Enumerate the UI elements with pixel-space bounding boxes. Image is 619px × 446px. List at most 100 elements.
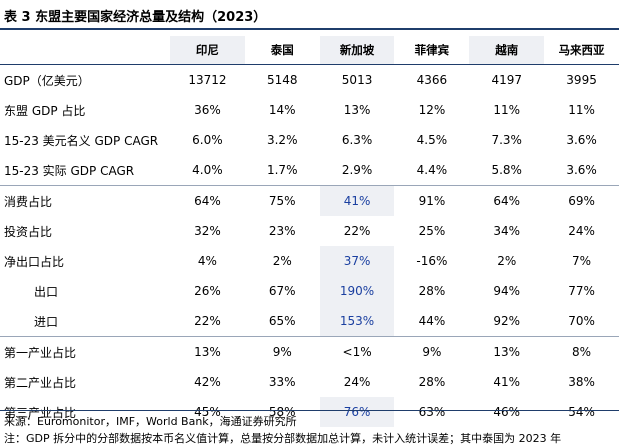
- table-cell: 23%: [268, 224, 296, 238]
- asean-economy-table: 印尼 泰国 新加坡 菲律宾 越南 马来西亚 GDP（亿美元） 13712 514…: [0, 36, 619, 427]
- table-cell: 42%: [194, 375, 221, 389]
- table-cell: 38%: [568, 375, 595, 389]
- row-label: 15-23 实际 GDP CAGR: [4, 163, 135, 178]
- table-row-tertiary-industry: 第三产业占比 45% 58% 76% 63% 46% 54%: [0, 397, 619, 427]
- table-cell: 4.0%: [192, 163, 223, 177]
- table-cell: 22%: [343, 224, 371, 238]
- table-cell: 13%: [343, 103, 371, 117]
- table-cell: 77%: [568, 284, 595, 298]
- table-cell: 13%: [469, 336, 545, 367]
- table-cell: 24%: [343, 375, 371, 389]
- table-row-asean-share: 东盟 GDP 占比 36% 14% 13% 12% 11% 11%: [0, 95, 619, 125]
- table-row-net-exports: 净出口占比 4% 2% 37% -16% 2% 7%: [0, 246, 619, 276]
- table-cell: 11%: [568, 103, 595, 117]
- table-cell: 4197: [491, 73, 522, 87]
- table-cell: 67%: [268, 284, 296, 298]
- col-header-indonesia: 印尼: [170, 36, 245, 65]
- table-cell: 26%: [194, 284, 221, 298]
- table-cell: 2.9%: [341, 163, 373, 177]
- row-label: 净出口占比: [4, 254, 65, 269]
- row-label: GDP（亿美元）: [4, 73, 90, 88]
- highlighted-cell: 37%: [319, 246, 395, 276]
- table-cell: 94%: [493, 284, 521, 298]
- header-label-cell: [0, 36, 170, 65]
- table-cell: 91%: [394, 185, 470, 216]
- table-cell: 54%: [568, 405, 595, 419]
- table-cell: 63%: [418, 405, 446, 419]
- table-row-real-cagr: 15-23 实际 GDP CAGR 4.0% 1.7% 2.9% 4.4% 5.…: [0, 155, 619, 186]
- table-cell: 75%: [244, 185, 320, 216]
- table-row-nominal-cagr: 15-23 美元名义 GDP CAGR 6.0% 3.2% 6.3% 4.5% …: [0, 125, 619, 155]
- highlighted-cell: 76%: [319, 397, 395, 427]
- table-cell: 92%: [493, 314, 521, 328]
- table-cell: 34%: [493, 224, 521, 238]
- source-note: 来源：Euromonitor，IMF，World Bank，海通证券研究所: [4, 415, 297, 428]
- col-header-malaysia: 马来西亚: [544, 36, 619, 65]
- row-label: 东盟 GDP 占比: [4, 103, 86, 118]
- table-cell: 25%: [418, 224, 446, 238]
- footnote: 注：GDP 拆分中的分部数据按本币名义值计算，总量按分部数据加总计算，未计入统计…: [4, 432, 562, 445]
- row-label: 第三产业占比: [4, 405, 77, 420]
- table-cell: 44%: [418, 314, 446, 328]
- table-row-consumption: 消费占比 64% 75% 41% 91% 64% 69%: [0, 185, 619, 216]
- col-header-philippines: 菲律宾: [394, 36, 470, 65]
- row-label: 出口: [34, 284, 59, 299]
- table-cell: 3.6%: [566, 133, 597, 147]
- table-cell: -16%: [416, 254, 448, 268]
- table-cell: <1%: [319, 336, 395, 367]
- table-cell: 4.4%: [416, 163, 448, 177]
- table-cell: 6.3%: [341, 133, 373, 147]
- table-cell: 3995: [566, 73, 597, 87]
- table-cell: 69%: [544, 185, 619, 216]
- col-header-singapore: 新加坡: [319, 36, 395, 65]
- table-row-gdp: GDP（亿美元） 13712 5148 5013 4366 4197 3995: [0, 65, 619, 96]
- table-cell: 22%: [194, 314, 221, 328]
- table-cell: 70%: [568, 314, 595, 328]
- table-cell: 5.8%: [491, 163, 522, 177]
- table-cell: 12%: [418, 103, 446, 117]
- row-label: 进口: [34, 314, 59, 329]
- table-row-exports: 出口 26% 67% 190% 28% 94% 77%: [0, 276, 619, 306]
- table-cell: 28%: [418, 284, 446, 298]
- table-cell: 45%: [194, 405, 221, 419]
- table-title: 表 3 东盟主要国家经济总量及结构（2023）: [4, 10, 267, 25]
- table-cell: 58%: [268, 405, 296, 419]
- table-row-investment: 投资占比 32% 23% 22% 25% 34% 24%: [0, 216, 619, 246]
- row-label: 投资占比: [4, 224, 53, 239]
- table-cell: 4%: [197, 254, 217, 268]
- table-cell: 3.2%: [266, 133, 298, 147]
- table-cell: 28%: [418, 375, 446, 389]
- table-row-imports: 进口 22% 65% 153% 44% 92% 70%: [0, 306, 619, 337]
- table-cell: 1.7%: [266, 163, 298, 177]
- table-cell: 64%: [170, 185, 245, 216]
- table-cell: 9%: [244, 336, 320, 367]
- table-cell: 6.0%: [192, 133, 223, 147]
- table-cell: 24%: [568, 224, 595, 238]
- bottom-rule: [0, 410, 619, 411]
- table-cell: 14%: [268, 103, 296, 117]
- header-row: 印尼 泰国 新加坡 菲律宾 越南 马来西亚: [0, 36, 619, 65]
- table-cell: 36%: [194, 103, 221, 117]
- table-cell: 65%: [268, 314, 296, 328]
- table-cell: 11%: [493, 103, 521, 117]
- table-cell: 5148: [266, 73, 298, 87]
- highlighted-cell: 153%: [319, 306, 395, 337]
- table-cell: 2%: [272, 254, 292, 268]
- table-cell: 46%: [493, 405, 521, 419]
- table-cell: 32%: [194, 224, 221, 238]
- table-cell: 9%: [394, 336, 470, 367]
- table-cell: 8%: [544, 336, 619, 367]
- table-cell: 2%: [497, 254, 517, 268]
- row-label: 第一产业占比: [0, 336, 170, 367]
- table-row-primary-industry: 第一产业占比 13% 9% <1% 9% 13% 8%: [0, 336, 619, 367]
- table-cell: 41%: [493, 375, 521, 389]
- col-header-thailand: 泰国: [244, 36, 320, 65]
- table-cell: 3.6%: [566, 163, 597, 177]
- table-row-secondary-industry: 第二产业占比 42% 33% 24% 28% 41% 38%: [0, 367, 619, 397]
- table-cell: 5013: [341, 73, 373, 87]
- table-cell: 33%: [268, 375, 296, 389]
- row-label: 消费占比: [0, 185, 170, 216]
- col-header-vietnam: 越南: [469, 36, 545, 65]
- table-cell: 13712: [188, 73, 227, 87]
- table-cell: 7.3%: [491, 133, 522, 147]
